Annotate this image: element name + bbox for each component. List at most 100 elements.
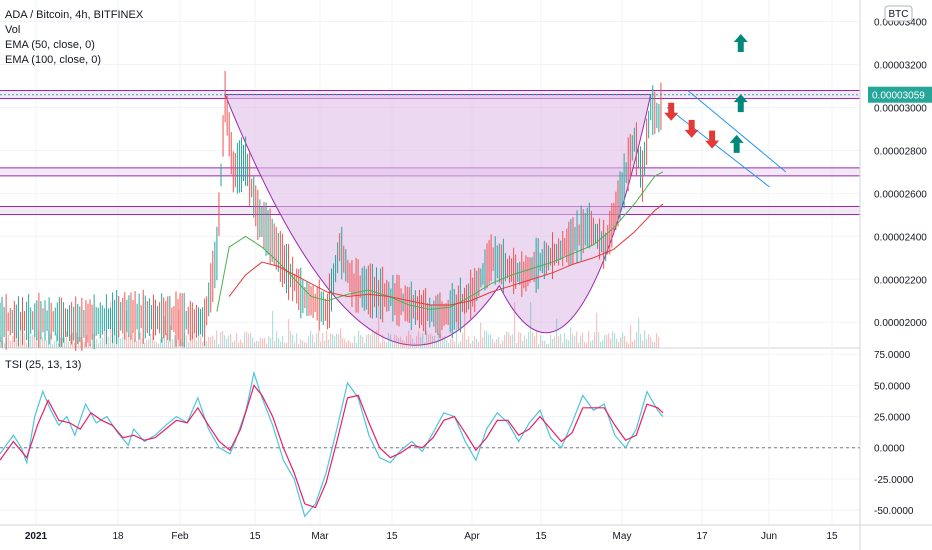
volume-bar	[570, 327, 572, 348]
volume-bar	[364, 343, 366, 348]
volume-bar	[308, 336, 310, 348]
volume-bar	[352, 343, 354, 348]
volume-bar	[624, 335, 626, 348]
volume-bar	[156, 342, 158, 348]
volume-bar	[510, 335, 512, 348]
volume-bar	[444, 336, 446, 348]
volume-bar	[62, 337, 64, 348]
volume-bar	[50, 333, 52, 348]
volume-bar	[106, 342, 108, 348]
volume-bar	[80, 337, 82, 348]
volume-bar	[460, 341, 462, 348]
volume-bar	[566, 339, 568, 348]
last-price-label: 0.00003059	[872, 91, 925, 102]
volume-bar	[320, 341, 322, 348]
ema100-label[interactable]: EMA (100, close, 0)	[5, 54, 101, 66]
down-arrow	[684, 119, 699, 138]
volume-bar	[178, 309, 180, 348]
volume-bar	[82, 340, 84, 348]
volume-bar	[334, 336, 336, 348]
volume-bar	[546, 343, 548, 348]
volume-bar	[428, 334, 430, 348]
volume-bar	[522, 340, 524, 348]
volume-bar	[24, 333, 26, 348]
volume-bar	[134, 338, 136, 348]
volume-bar	[180, 339, 182, 348]
volume-bar	[568, 340, 570, 348]
volume-bar	[148, 339, 150, 348]
volume-bar	[226, 338, 228, 348]
volume-bar	[526, 339, 528, 348]
volume-bar	[252, 337, 254, 348]
tsi-legend[interactable]: TSI (25, 13, 13)	[5, 359, 82, 371]
volume-bar	[140, 332, 142, 348]
volume-bar	[436, 342, 438, 348]
volume-bar	[390, 334, 392, 348]
volume-bar	[234, 340, 236, 348]
volume-bar	[450, 338, 452, 348]
volume-bar	[384, 341, 386, 348]
volume-bar	[122, 336, 124, 348]
currency-badge-label: BTC	[889, 9, 909, 20]
volume-bars	[0, 295, 660, 348]
price-tick-label: 0.00003400	[874, 17, 927, 28]
volume-bar	[512, 334, 514, 348]
ema50-label[interactable]: EMA (50, close, 0)	[5, 39, 95, 51]
volume-bar	[420, 336, 422, 348]
volume-bar	[382, 334, 384, 348]
volume-bar	[508, 332, 510, 348]
volume-bar	[344, 338, 346, 348]
volume-bar	[582, 332, 584, 348]
volume-bar	[642, 340, 644, 348]
volume-bar	[552, 338, 554, 348]
volume-bar	[356, 342, 358, 348]
volume-bar	[270, 337, 272, 348]
volume-bar	[60, 337, 62, 348]
volume-bar	[492, 339, 494, 348]
volume-bar	[164, 316, 166, 348]
volume-bar	[290, 331, 292, 348]
volume-bar	[120, 338, 122, 348]
volume-bar	[590, 341, 592, 348]
volume-bar	[76, 332, 78, 348]
volume-bar	[634, 339, 636, 348]
volume-bar	[448, 342, 450, 348]
ema-lines	[216, 171, 664, 312]
volume-bar	[386, 342, 388, 348]
up-arrow	[733, 33, 748, 52]
symbol-title[interactable]: ADA / Bitcoin, 4h, BITFINEX	[5, 9, 144, 21]
down-arrow	[664, 102, 679, 121]
volume-bar	[528, 331, 530, 348]
volume-bar	[434, 336, 436, 348]
volume-bar	[378, 295, 380, 348]
volume-bar	[616, 338, 618, 348]
volume-bar	[268, 336, 270, 348]
volume-bar	[242, 342, 244, 348]
time-tick-label: 15	[826, 531, 838, 542]
volume-bar	[494, 342, 496, 348]
volume-bar	[600, 341, 602, 348]
volume-bar	[418, 331, 420, 348]
volume-bar	[218, 343, 220, 348]
price-tick-label: 0.00003000	[874, 103, 927, 114]
volume-bar	[158, 343, 160, 348]
volume-bar	[530, 301, 532, 348]
time-tick-label: 15	[249, 531, 261, 542]
time-tick-label: 15	[535, 531, 547, 542]
time-axis[interactable]: 2021 18 Feb 15 Mar 15 Apr 15 May 17 Jun 15	[0, 524, 932, 542]
volume-bar	[272, 310, 274, 348]
volume-bar	[408, 330, 410, 348]
volume-bar	[66, 331, 68, 348]
volume-bar	[644, 330, 646, 348]
volume-bar	[162, 337, 164, 348]
vol-label[interactable]: Vol	[5, 24, 21, 36]
volume-bar	[520, 332, 522, 348]
volume-bar	[366, 334, 368, 348]
volume-bar	[594, 331, 596, 348]
volume-bar	[310, 330, 312, 348]
volume-bar	[416, 335, 418, 348]
volume-bar	[442, 336, 444, 348]
volume-bar	[354, 335, 356, 348]
